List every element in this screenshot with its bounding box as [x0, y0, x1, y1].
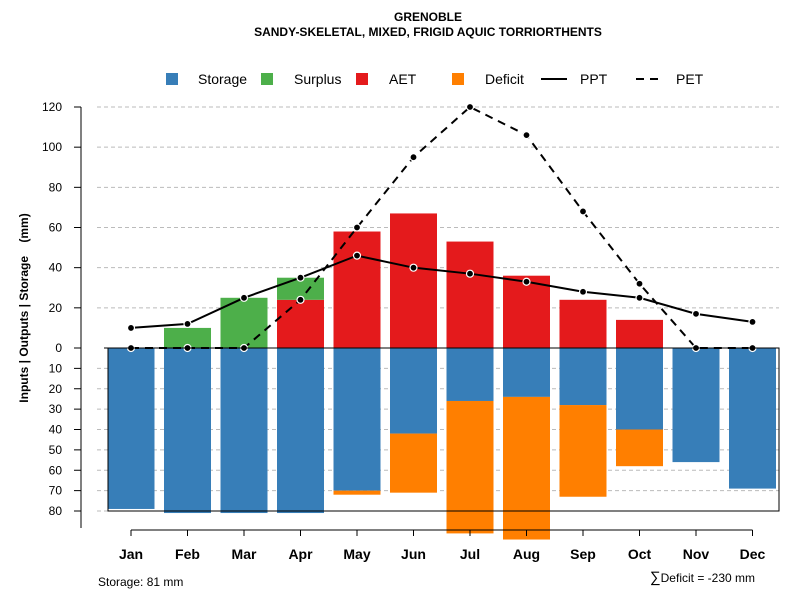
point-pet [296, 295, 305, 304]
x-tick-label: Oct [628, 546, 652, 562]
footer-deficit: ∑Deficit = -230 mm [650, 569, 755, 586]
bar-surplus [164, 327, 211, 348]
y-tick-label: 40 [49, 261, 63, 275]
point-pet [409, 153, 418, 162]
bar-aet [446, 241, 494, 348]
y-tick-label: 0 [55, 341, 62, 355]
point-pet [465, 102, 475, 112]
chart-title: GRENOBLE [394, 10, 462, 24]
bar-storage [559, 348, 607, 406]
point-ppt [465, 269, 475, 278]
x-tick-label: Apr [288, 546, 313, 562]
bar-storage [503, 348, 550, 397]
bars [107, 213, 776, 540]
legend-label-storage: Storage [198, 71, 247, 87]
point-pet [522, 131, 531, 140]
point-ppt [126, 323, 136, 333]
x-tick-label: Jun [401, 546, 426, 562]
x-tick-label: Dec [740, 546, 766, 562]
x-tick-label: Jul [460, 546, 480, 562]
point-ppt [409, 263, 418, 272]
point-pet [352, 223, 362, 232]
bar-storage [729, 348, 776, 489]
bar-aet [390, 213, 437, 348]
x-axis: Jan Feb Mar Apr May Jun Jul Aug Sep Oct Nov Dec [119, 529, 766, 562]
y-tick-label: 30 [49, 402, 63, 416]
chart-subtitle: SANDY-SKELETAL, MIXED, FRIGID AQUIC TORR… [254, 25, 602, 39]
bar-aet [503, 275, 550, 348]
legend: Storage Surplus AET Deficit PPT PET [166, 71, 704, 87]
y-tick-label: 10 [49, 361, 63, 375]
bar-storage [672, 348, 720, 463]
x-tick-label: Feb [175, 546, 200, 562]
x-tick-label: Sep [570, 546, 596, 562]
legend-label-surplus: Surplus [294, 71, 341, 87]
bar-aet [559, 299, 607, 348]
y-tick-label: 120 [42, 100, 62, 114]
x-tick-label: May [343, 546, 370, 562]
legend-swatch-aet [356, 73, 368, 85]
bar-storage [390, 348, 437, 434]
legend-swatch-deficit [452, 73, 464, 85]
bar-aet [333, 231, 381, 348]
point-ppt [578, 287, 588, 296]
bar-aet [616, 319, 663, 348]
bar-deficit [333, 490, 381, 495]
y-tick-label: 50 [49, 443, 63, 457]
bar-deficit [559, 405, 607, 497]
bar-surplus [220, 297, 268, 348]
point-ppt [691, 309, 701, 318]
bar-storage [616, 348, 663, 430]
point-ppt [296, 273, 305, 282]
y-axis-label: Inputs | Outputs | Storage (mm) [17, 213, 31, 402]
y-tick-label: 80 [49, 180, 63, 194]
y-tick-label: 60 [49, 463, 63, 477]
bar-deficit [616, 429, 663, 467]
point-ppt [748, 317, 757, 326]
legend-label-pet: PET [676, 71, 704, 87]
bar-aet [277, 299, 324, 348]
legend-label-aet: AET [389, 71, 417, 87]
legend-label-ppt: PPT [580, 71, 608, 87]
bar-storage [220, 348, 268, 514]
y-tick-label: 40 [49, 423, 63, 437]
bar-deficit [446, 400, 494, 534]
legend-swatch-storage [166, 73, 178, 85]
bar-storage [277, 348, 324, 514]
point-ppt [522, 277, 531, 286]
y-tick-label: 100 [42, 140, 62, 154]
bar-surplus [277, 277, 324, 300]
bar-storage [107, 348, 155, 509]
point-ppt [352, 251, 362, 260]
footer-deficit-text: Deficit = -230 mm [661, 571, 755, 585]
bar-storage [446, 348, 494, 401]
x-tick-label: Nov [683, 546, 710, 562]
bar-storage [164, 348, 211, 514]
y-axis: 0 20 40 60 80 100 120 10 20 30 40 50 60 70 80 [42, 100, 82, 528]
y-tick-label: 20 [49, 382, 63, 396]
y-tick-label: 60 [49, 221, 63, 235]
x-tick-label: Jan [119, 546, 143, 562]
legend-label-deficit: Deficit [485, 71, 524, 87]
footer-storage: Storage: 81 mm [98, 575, 183, 589]
point-pet [578, 207, 588, 216]
point-ppt [183, 319, 192, 328]
bar-storage [333, 348, 381, 491]
point-ppt [239, 293, 249, 302]
line-ppt [130, 254, 753, 329]
x-tick-label: Aug [513, 546, 540, 562]
x-tick-label: Mar [232, 546, 257, 562]
y-tick-label: 20 [49, 301, 63, 315]
legend-swatch-surplus [261, 73, 273, 85]
point-ppt [635, 293, 644, 302]
sum-symbol: ∑ [650, 569, 661, 586]
bar-deficit [390, 433, 437, 493]
y-tick-label: 70 [49, 484, 63, 498]
point-pet [635, 279, 644, 288]
lower-plot-frame [107, 347, 780, 512]
bar-deficit [503, 396, 550, 540]
y-tick-label: 80 [49, 504, 63, 518]
